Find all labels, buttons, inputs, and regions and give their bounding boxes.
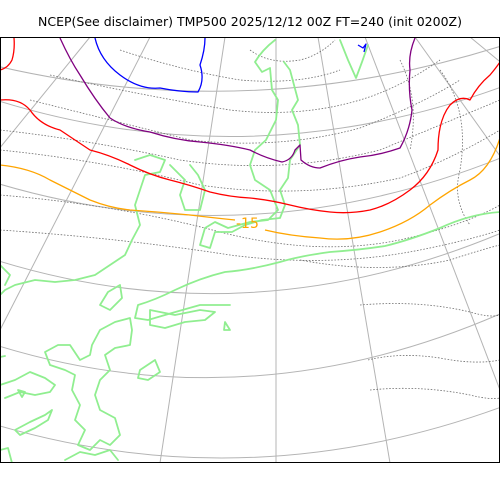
isotherm-line bbox=[249, 39, 336, 62]
map-frame bbox=[0, 37, 500, 463]
latitude-circle bbox=[0, 406, 500, 459]
meridian bbox=[0, 37, 151, 331]
isotherm-minus-20-corner bbox=[0, 37, 15, 71]
isotherm-minus-40 bbox=[94, 37, 206, 93]
coastline bbox=[64, 449, 119, 461]
meridian bbox=[0, 37, 91, 149]
coastline bbox=[17, 389, 26, 398]
latitude-circle bbox=[0, 313, 500, 379]
isotherm-line bbox=[0, 129, 500, 192]
coastline bbox=[134, 211, 500, 321]
coastline bbox=[169, 164, 206, 211]
isotherm-minus-20 bbox=[0, 61, 500, 214]
meridian bbox=[159, 37, 226, 463]
coastline bbox=[99, 284, 123, 311]
latitude-circle bbox=[0, 45, 500, 92]
isotherm-line bbox=[369, 387, 500, 399]
coastline bbox=[0, 264, 11, 286]
meridian bbox=[469, 37, 500, 63]
isotherms bbox=[0, 39, 500, 399]
coastline bbox=[14, 409, 53, 436]
coastline bbox=[149, 309, 216, 329]
map-title: NCEP(See disclaimer) TMP500 2025/12/12 0… bbox=[38, 14, 462, 29]
isotherm-line bbox=[359, 303, 500, 317]
isotherm-minus-40-small bbox=[357, 43, 367, 53]
meridian bbox=[414, 37, 500, 157]
meridian bbox=[364, 37, 500, 391]
coastline bbox=[223, 321, 231, 331]
contour-label-minus-15: -15 bbox=[236, 216, 259, 232]
isotherm-line bbox=[49, 59, 441, 113]
latitude-circle bbox=[0, 157, 500, 216]
isotherm-line bbox=[439, 69, 471, 226]
coastline bbox=[137, 359, 161, 381]
isotherm-minus-15-east bbox=[264, 137, 500, 240]
coastline bbox=[0, 154, 166, 296]
isotherm-line bbox=[29, 79, 461, 144]
isotherm-minus-30 bbox=[59, 37, 416, 169]
isotherm-line bbox=[299, 244, 500, 268]
coastline bbox=[199, 39, 301, 249]
coastlines bbox=[0, 39, 500, 463]
coastline bbox=[0, 447, 13, 463]
latitude-circle bbox=[0, 86, 500, 138]
isotherm-line bbox=[367, 355, 500, 363]
coastline bbox=[339, 39, 369, 79]
isotherm-line bbox=[119, 49, 341, 82]
coastline bbox=[44, 317, 133, 451]
isotherm-line bbox=[0, 99, 500, 166]
isotherm-minus-15 bbox=[0, 164, 236, 221]
coastline bbox=[0, 371, 56, 399]
key-isotherms bbox=[0, 37, 500, 240]
isotherm-line bbox=[0, 194, 500, 248]
latitude-circle bbox=[0, 233, 500, 295]
graticule bbox=[0, 37, 500, 463]
